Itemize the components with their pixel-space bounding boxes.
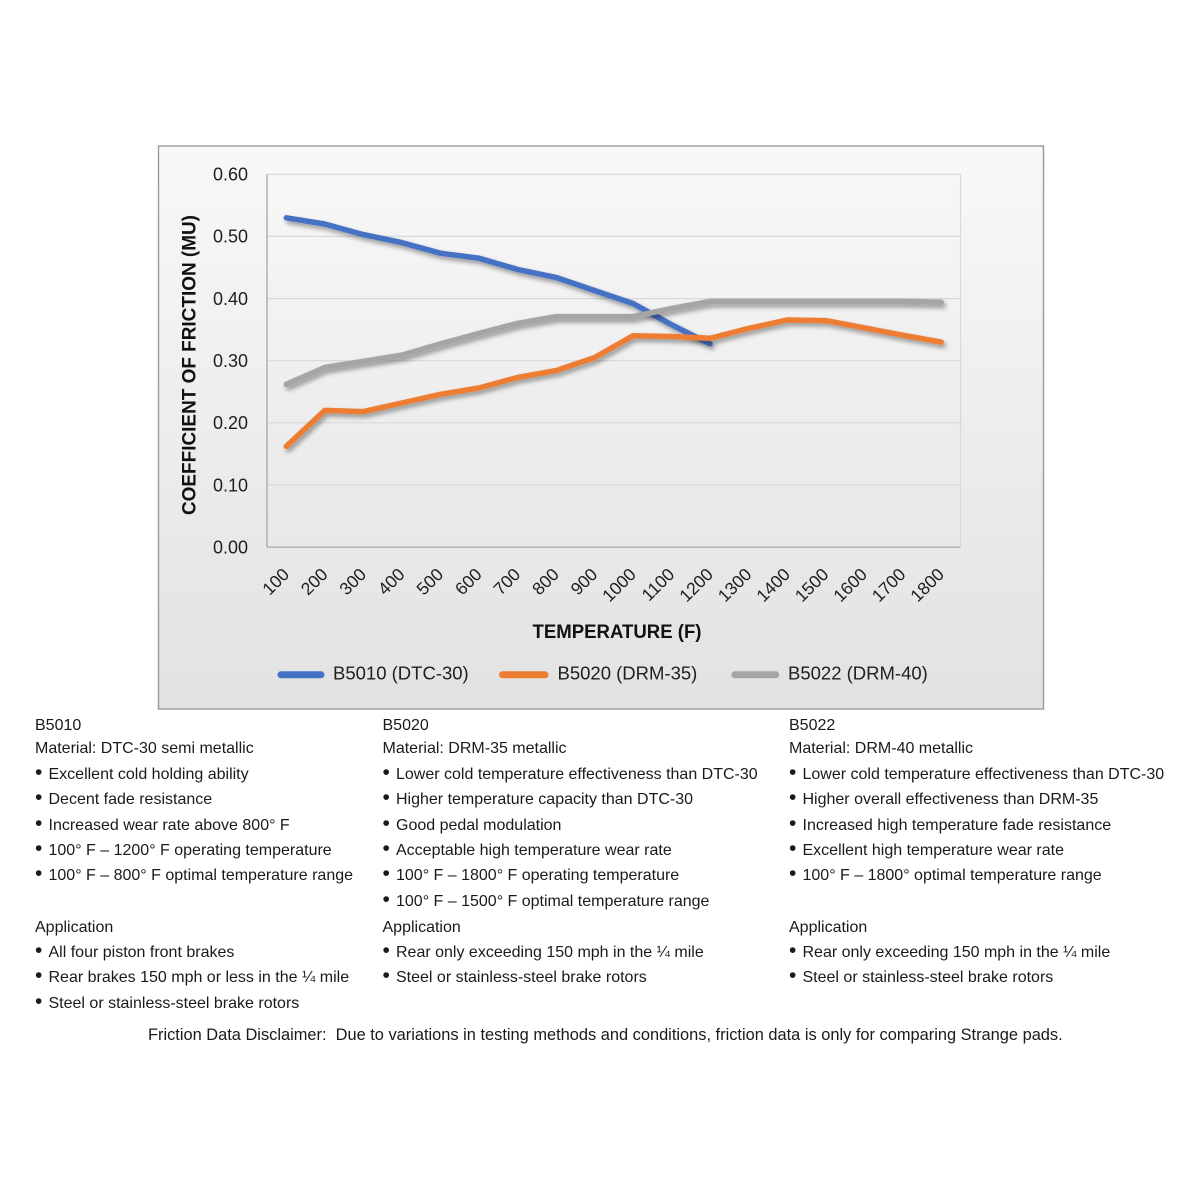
svg-text:B5010 (DTC-30): B5010 (DTC-30): [333, 663, 469, 684]
svg-text:0.10: 0.10: [213, 475, 248, 495]
svg-text:0.30: 0.30: [213, 351, 248, 371]
svg-text:0.20: 0.20: [213, 413, 248, 433]
svg-text:TEMPERATURE (F): TEMPERATURE (F): [533, 622, 702, 643]
svg-text:0.40: 0.40: [213, 289, 248, 309]
svg-text:0.50: 0.50: [213, 227, 248, 247]
svg-text:COEFFICIENT OF FRICTION (MU): COEFFICIENT OF FRICTION (MU): [180, 215, 201, 515]
svg-text:B5020 (DRM-35): B5020 (DRM-35): [558, 663, 698, 684]
svg-text:0.00: 0.00: [213, 537, 248, 557]
svg-text:0.60: 0.60: [213, 165, 248, 185]
svg-text:B5022 (DRM-40): B5022 (DRM-40): [788, 663, 928, 684]
